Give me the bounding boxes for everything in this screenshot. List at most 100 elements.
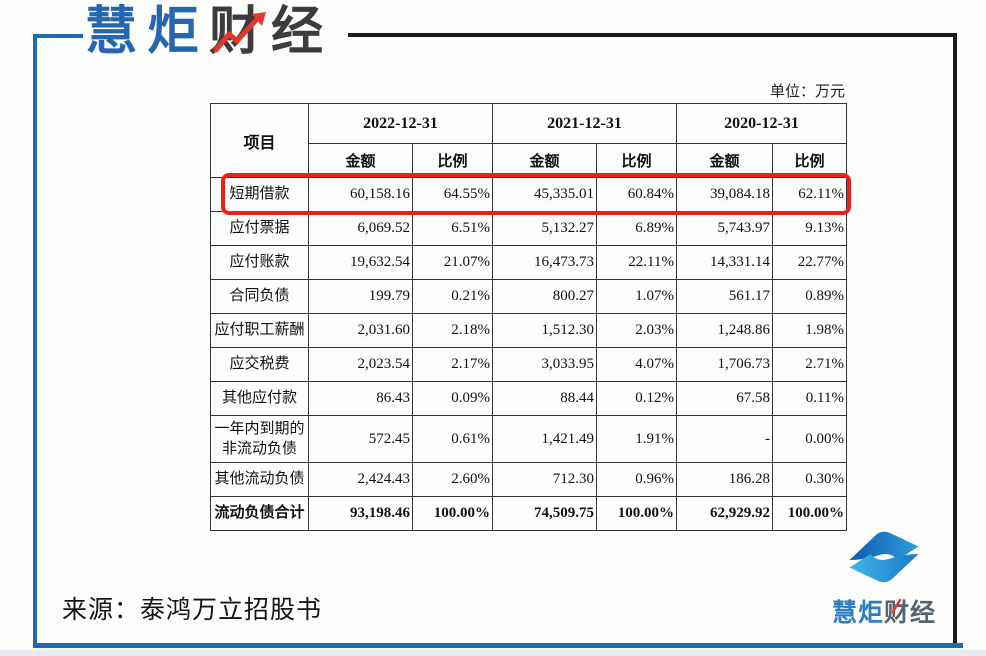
cell-ratio-2021: 1.91% xyxy=(596,415,677,463)
cell-ratio-2021: 2.03% xyxy=(596,313,677,348)
cell-amount-2021: 5,132.27 xyxy=(492,211,597,246)
cell-ratio-2021: 1.07% xyxy=(596,279,677,314)
row-item-label: 其他应付款 xyxy=(210,381,309,416)
unit-label: 单位：万元 xyxy=(769,84,845,100)
col-header-date-2021: 2021-12-31 xyxy=(492,103,677,144)
cell-ratio-2022: 21.07% xyxy=(412,245,493,280)
cell-ratio-2022: 0.61% xyxy=(412,415,493,463)
cell-ratio-2021: 0.12% xyxy=(596,381,677,416)
cell-amount-2022: 572.45 xyxy=(308,415,413,463)
cell-amount-2020: 14,331.14 xyxy=(676,245,773,280)
cell-ratio-2021: 0.96% xyxy=(596,462,677,497)
footer-brand-primary: 慧炬 xyxy=(831,599,884,627)
footer-brand-red-accent-icon xyxy=(892,598,902,614)
table-row: 应交税费 2,023.54 2.17% 3,033.95 4.07% 1,706… xyxy=(210,347,847,382)
cell-ratio-2021: 22.11% xyxy=(596,245,677,280)
row-item-label: 一年内到期的非流动负债 xyxy=(210,415,309,463)
brand-text-primary: 慧炬 xyxy=(85,3,210,61)
cell-amount-2021: 16,473.73 xyxy=(492,245,597,280)
cell-amount-2022: 2,424.43 xyxy=(308,462,413,497)
row-item-label: 应交税费 xyxy=(210,347,309,382)
cell-amount-2021: 800.27 xyxy=(492,279,597,314)
col-header-item: 项目 xyxy=(210,103,309,178)
cell-ratio-2020: 100.00% xyxy=(772,496,847,531)
cell-ratio-2020: 0.89% xyxy=(772,279,847,314)
stock-arrow-icon xyxy=(213,12,266,53)
frame-bottom-blue-line xyxy=(33,643,963,648)
row-item-label: 流动负债合计 xyxy=(210,496,309,531)
cell-ratio-2020: 2.71% xyxy=(772,347,847,382)
table-row: 应付账款 19,632.54 21.07% 16,473.73 22.11% 1… xyxy=(210,245,847,280)
table-row: 一年内到期的非流动负债 572.45 0.61% 1,421.49 1.91% … xyxy=(210,415,847,463)
cell-amount-2022: 199.79 xyxy=(308,279,413,314)
footer-logo: 慧炬财经 xyxy=(826,530,942,629)
cell-amount-2021: 88.44 xyxy=(492,381,597,416)
footer-brand-text: 慧炬财经 xyxy=(826,593,942,629)
cell-amount-2020: 186.28 xyxy=(676,462,773,497)
cell-amount-2021: 1,512.30 xyxy=(492,313,597,348)
subheader-ratio: 比例 xyxy=(772,143,847,178)
cell-amount-2021: 45,335.01 xyxy=(492,177,597,212)
row-item-label: 应付职工薪酬 xyxy=(210,313,309,348)
frame-top-black-line xyxy=(348,33,956,37)
cell-amount-2022: 2,023.54 xyxy=(308,347,413,382)
cell-amount-2021: 1,421.49 xyxy=(492,415,597,463)
liability-table: 项目 2022-12-31 2021-12-31 2020-12-31 金额 比… xyxy=(210,103,847,531)
cell-amount-2020: 1,706.73 xyxy=(676,347,773,382)
cell-ratio-2022: 0.09% xyxy=(412,381,493,416)
cell-ratio-2020: 0.00% xyxy=(772,415,847,463)
row-item-label: 应付票据 xyxy=(210,211,309,246)
col-header-date-2022: 2022-12-31 xyxy=(308,103,493,144)
cell-amount-2020: 5,743.97 xyxy=(676,211,773,246)
cell-amount-2020: 1,248.86 xyxy=(676,313,773,348)
cell-ratio-2020: 9.13% xyxy=(772,211,847,246)
cell-ratio-2022: 64.55% xyxy=(412,177,493,212)
cell-ratio-2020: 1.98% xyxy=(772,313,847,348)
frame-left-blue-line xyxy=(33,34,37,645)
cell-ratio-2021: 100.00% xyxy=(596,496,677,531)
highlight-box-short-term-borrowings xyxy=(221,173,851,215)
cell-ratio-2020: 0.30% xyxy=(772,462,847,497)
table-row: 应付职工薪酬 2,031.60 2.18% 1,512.30 2.03% 1,2… xyxy=(210,313,847,348)
cell-amount-2021: 712.30 xyxy=(492,462,597,497)
cell-amount-2022: 2,031.60 xyxy=(308,313,413,348)
cell-amount-2021: 74,509.75 xyxy=(492,496,597,531)
table-row: 其他流动负债 2,424.43 2.60% 712.30 0.96% 186.2… xyxy=(210,462,847,497)
cell-ratio-2022: 6.51% xyxy=(412,211,493,246)
cell-ratio-2021: 4.07% xyxy=(596,347,677,382)
table-body: 短期借款 60,158.16 64.55% 45,335.01 60.84% 3… xyxy=(210,177,847,531)
table-row: 其他应付款 86.43 0.09% 88.44 0.12% 67.58 0.11… xyxy=(210,381,847,416)
table-row: 流动负债合计 93,198.46 100.00% 74,509.75 100.0… xyxy=(210,496,847,531)
frame-right-black-line xyxy=(953,33,957,645)
huiju-swirl-icon xyxy=(849,531,919,583)
cell-amount-2022: 86.43 xyxy=(308,381,413,416)
table-row: 短期借款 60,158.16 64.55% 45,335.01 60.84% 3… xyxy=(210,177,847,212)
cell-amount-2022: 6,069.52 xyxy=(308,211,413,246)
row-item-label: 其他流动负债 xyxy=(210,462,309,497)
cell-ratio-2022: 2.17% xyxy=(412,347,493,382)
cell-amount-2020: 561.17 xyxy=(676,279,773,314)
cell-amount-2021: 3,033.95 xyxy=(492,347,597,382)
cell-ratio-2021: 6.89% xyxy=(596,211,677,246)
table-row: 合同负债 199.79 0.21% 800.27 1.07% 561.17 0.… xyxy=(210,279,847,314)
cell-ratio-2022: 2.18% xyxy=(412,313,493,348)
cell-amount-2022: 93,198.46 xyxy=(308,496,413,531)
cell-amount-2020: 62,929.92 xyxy=(676,496,773,531)
row-item-label: 应付账款 xyxy=(210,245,309,280)
subheader-amount: 金额 xyxy=(492,143,597,178)
liability-table-wrap: 项目 2022-12-31 2021-12-31 2020-12-31 金额 比… xyxy=(210,103,847,531)
row-item-label: 合同负债 xyxy=(210,279,309,314)
cell-ratio-2022: 100.00% xyxy=(412,496,493,531)
cell-amount-2020: - xyxy=(676,415,773,463)
cell-ratio-2020: 0.11% xyxy=(772,381,847,416)
cell-amount-2022: 19,632.54 xyxy=(308,245,413,280)
cell-ratio-2022: 0.21% xyxy=(412,279,493,314)
table-row: 应付票据 6,069.52 6.51% 5,132.27 6.89% 5,743… xyxy=(210,211,847,246)
brand-logo: 慧炬财经 xyxy=(85,3,333,61)
col-header-date-2020: 2020-12-31 xyxy=(676,103,847,144)
cell-ratio-2020: 22.77% xyxy=(772,245,847,280)
cell-ratio-2020: 62.11% xyxy=(772,177,847,212)
frame-top-blue-stub xyxy=(33,34,83,38)
source-text: 来源：泰鸿万立招股书 xyxy=(62,596,323,624)
